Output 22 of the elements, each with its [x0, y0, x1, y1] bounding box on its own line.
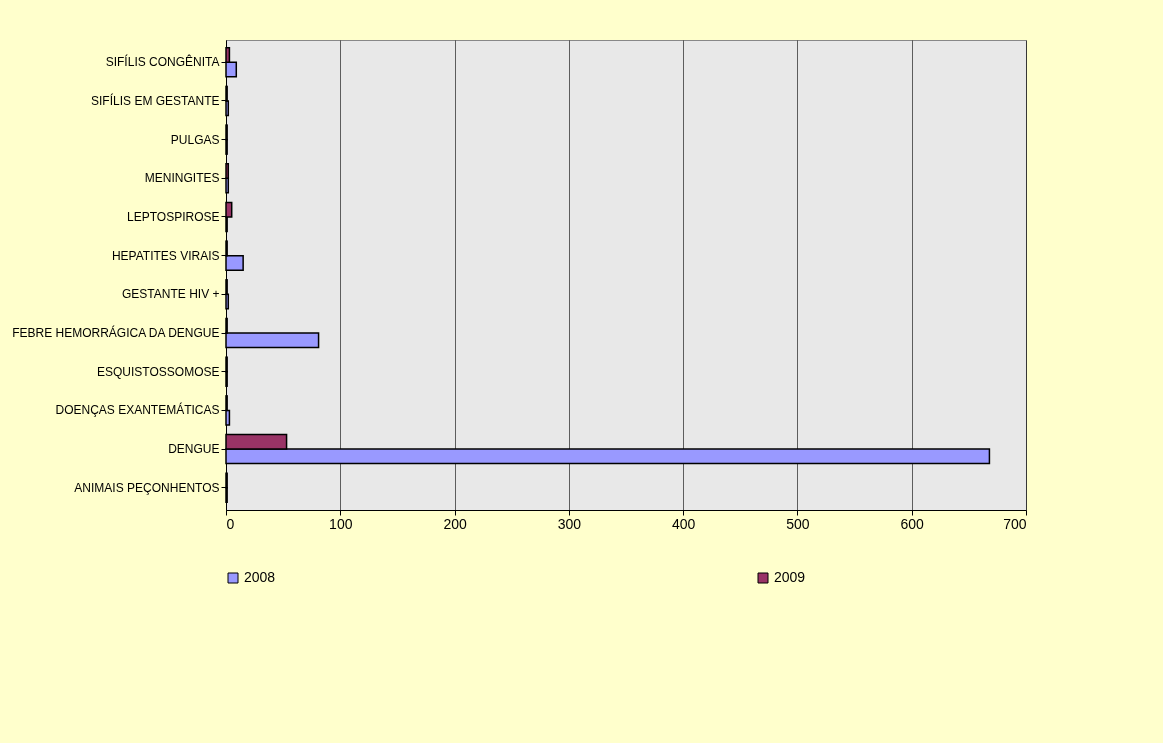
legend-label: 2008: [244, 569, 276, 585]
y-tick-label: DENGUE: [168, 442, 220, 457]
y-tick-label: SIFÍLIS CONGÊNITA: [105, 54, 220, 70]
y-tick-label: FEBRE HEMORRÁGICA DA DENGUE: [12, 325, 220, 341]
y-tick-label: SIFÍLIS EM GESTANTE: [91, 92, 220, 108]
x-tick-label: 300: [557, 515, 582, 532]
y-tick-label: ESQUISTOSSOMOSE: [97, 364, 220, 379]
x-tick-label: 600: [900, 515, 925, 532]
legend-label: 2009: [774, 569, 806, 585]
y-tick-label: PULGAS: [170, 132, 220, 147]
y-tick-label: MENINGITES: [144, 171, 220, 186]
x-tick-label: 400: [671, 515, 696, 532]
x-tick-label: 700: [1003, 515, 1027, 532]
y-tick-label: DOENÇAS EXANTEMÁTICAS: [55, 402, 220, 418]
y-tick-label: GESTANTE HIV +: [122, 287, 220, 302]
x-tick-label: 100: [329, 515, 353, 532]
y-tick-label: LEPTOSPIROSE: [127, 209, 220, 224]
x-tick-label: 200: [443, 515, 467, 532]
x-tick-label: 0: [226, 515, 235, 532]
y-tick-label: ANIMAIS PEÇONHENTOS: [74, 480, 220, 495]
x-tick-label: 500: [786, 515, 810, 532]
y-tick-label: HEPATITES VIRAIS: [111, 248, 220, 263]
